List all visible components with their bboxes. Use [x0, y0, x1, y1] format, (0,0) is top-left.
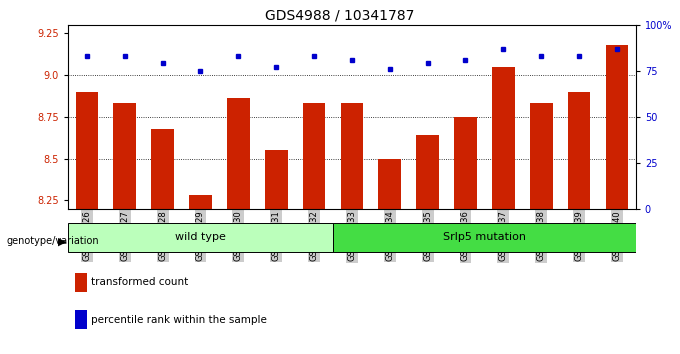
- Bar: [75, 92, 99, 209]
- Text: transformed count: transformed count: [91, 278, 188, 287]
- Bar: [454, 117, 477, 209]
- Bar: [416, 135, 439, 209]
- Bar: [303, 103, 326, 209]
- Bar: [341, 103, 363, 209]
- Bar: [568, 92, 590, 209]
- Text: Srlp5 mutation: Srlp5 mutation: [443, 232, 526, 241]
- Bar: [189, 195, 212, 209]
- Bar: [605, 45, 628, 209]
- Bar: [333, 223, 636, 251]
- Bar: [114, 103, 136, 209]
- Text: wild type: wild type: [175, 232, 226, 241]
- Bar: [68, 223, 333, 251]
- Bar: [227, 98, 250, 209]
- Bar: [378, 159, 401, 209]
- Text: genotype/variation: genotype/variation: [7, 236, 99, 246]
- Text: GDS4988 / 10341787: GDS4988 / 10341787: [265, 9, 415, 23]
- Bar: [492, 67, 515, 209]
- Bar: [265, 150, 288, 209]
- Bar: [151, 129, 174, 209]
- Text: ▶: ▶: [58, 236, 67, 246]
- Text: percentile rank within the sample: percentile rank within the sample: [91, 315, 267, 325]
- Bar: [530, 103, 553, 209]
